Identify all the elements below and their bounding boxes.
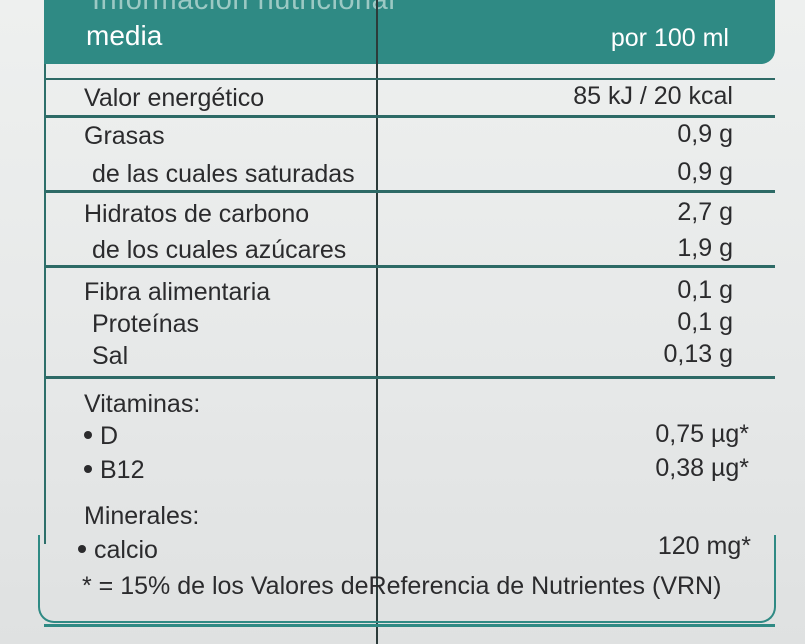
header-title: media — [86, 20, 163, 51]
bullet-icon — [84, 465, 92, 474]
vitamin-item: B12 — [84, 456, 144, 485]
row-divider — [46, 376, 775, 379]
row-label: Grasas — [84, 122, 165, 150]
row-label: Proteínas — [92, 310, 200, 338]
bullet-icon — [84, 431, 92, 440]
table-header — [44, 0, 775, 64]
row-value: 0,9 g — [677, 158, 733, 186]
row-divider — [46, 190, 775, 193]
row-divider — [46, 115, 775, 118]
column-divider — [376, 0, 378, 644]
row-label: de las cuales saturadas — [92, 160, 355, 188]
row-value: 0,9 g — [677, 120, 733, 148]
vitamin-label: B12 — [100, 456, 145, 484]
row-label: Sal — [92, 342, 129, 370]
bottom-border — [44, 624, 775, 627]
minerals-heading: Minerales: — [84, 502, 200, 530]
mineral-item: calcio — [78, 536, 158, 565]
row-value: 1,9 g — [677, 234, 733, 262]
row-label: Valor energético — [84, 84, 265, 112]
left-border — [44, 64, 46, 544]
vitamin-value: 0,75 µg* — [655, 420, 749, 448]
header-title-top: Información nutricional — [92, 0, 396, 16]
mineral-value: 120 mg* — [657, 532, 751, 560]
row-value: 85 kJ / 20 kcal — [573, 82, 733, 110]
vitamin-label: D — [100, 422, 119, 450]
row-label: de los cuales azúcares — [92, 236, 347, 264]
row-value: 0,13 g — [663, 340, 733, 368]
row-value: 0,1 g — [677, 276, 733, 304]
vitamin-value: 0,38 µg* — [655, 454, 749, 482]
row-label: Hidratos de carbono — [84, 200, 310, 228]
row-label: Fibra alimentaria — [84, 278, 271, 306]
column-label: por 100 ml — [610, 24, 729, 52]
bullet-icon — [78, 545, 86, 554]
row-divider — [46, 265, 775, 268]
footnote: * = 15% de los Valores deReferencia de N… — [82, 572, 722, 600]
row-value: 0,1 g — [677, 308, 733, 336]
row-value: 2,7 g — [677, 198, 733, 226]
vitamins-heading: Vitaminas: — [84, 390, 201, 418]
footnote-box — [38, 535, 776, 623]
mineral-label: calcio — [94, 536, 158, 564]
vitamin-item: D — [84, 422, 118, 451]
row-divider — [46, 78, 775, 80]
